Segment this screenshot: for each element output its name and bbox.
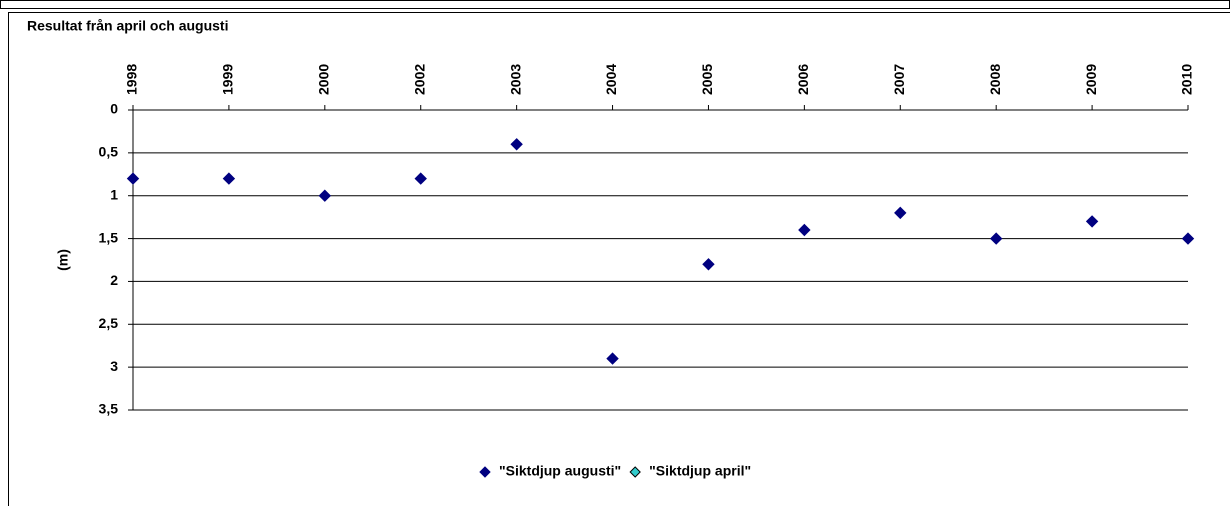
y-tick-label: 3,5 <box>99 401 119 417</box>
y-tick-label: 3 <box>110 358 118 374</box>
legend-marker <box>479 466 491 478</box>
x-tick-label: 2005 <box>699 64 715 95</box>
x-tick-label: 2004 <box>603 64 619 95</box>
marker <box>798 223 811 237</box>
marker <box>989 232 1003 245</box>
y-tick-label: 2 <box>110 272 118 288</box>
marker <box>510 138 523 151</box>
marker <box>414 172 427 185</box>
legend-label: "Siktdjup april" <box>649 463 751 479</box>
x-tick-label: 2009 <box>1083 64 1099 95</box>
x-tick-label: 2010 <box>1179 64 1195 95</box>
marker <box>126 172 140 185</box>
x-tick-label: 1999 <box>220 64 236 95</box>
y-axis-label: (m) <box>55 249 71 271</box>
marker <box>1181 232 1195 245</box>
y-tick-label: 0,5 <box>99 144 119 160</box>
marker <box>1085 215 1099 228</box>
marker <box>222 172 236 185</box>
x-tick-label: 2007 <box>891 64 907 95</box>
y-tick-label: 0 <box>110 101 118 117</box>
x-tick-label: 2008 <box>987 64 1003 95</box>
top-strip <box>0 0 1230 9</box>
x-tick-label: 2000 <box>316 64 332 95</box>
y-tick-label: 1 <box>110 186 118 202</box>
chart-title: Resultat från april och augusti <box>27 18 228 34</box>
x-tick-label: 2006 <box>795 64 811 95</box>
legend-label: "Siktdjup augusti" <box>499 463 621 479</box>
y-tick-label: 1,5 <box>99 229 119 245</box>
marker <box>702 258 715 271</box>
legend-marker <box>629 466 641 478</box>
x-tick-label: 2002 <box>411 64 427 95</box>
marker <box>318 189 332 202</box>
x-tick-label: 2003 <box>507 64 523 95</box>
chart-frame <box>8 12 1230 506</box>
marker <box>894 206 907 220</box>
x-tick-label: 1998 <box>124 64 140 95</box>
y-tick-label: 2,5 <box>99 315 119 331</box>
marker <box>606 352 619 365</box>
